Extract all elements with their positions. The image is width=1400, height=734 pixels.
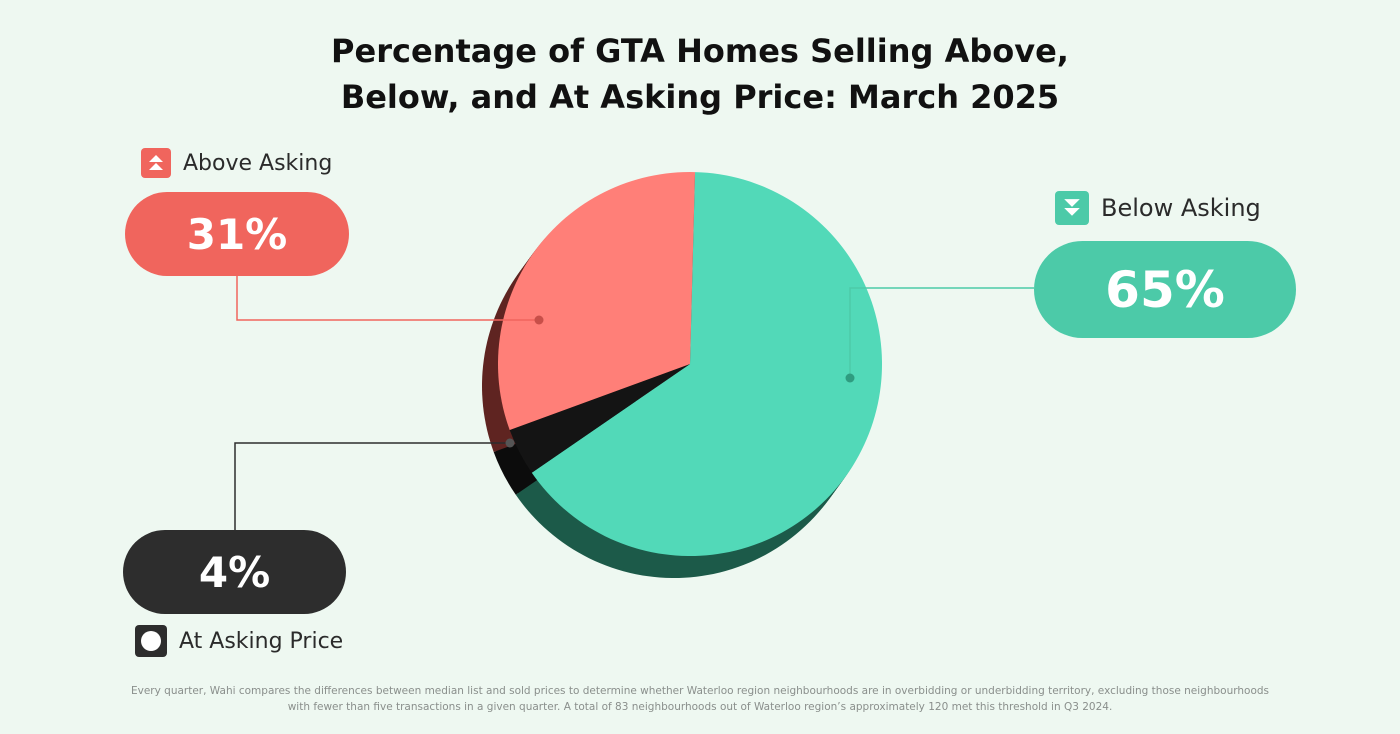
legend-below-asking: Below Asking [1055, 191, 1261, 225]
leader-dot-above-asking [534, 315, 544, 325]
at-asking-value: 4% [198, 547, 271, 597]
double-chevron-down-icon [1055, 191, 1089, 225]
below-asking-value-pill: 65% [1034, 241, 1296, 338]
footnote-line-1: Every quarter, Wahi compares the differe… [130, 685, 1270, 697]
above-asking-value-pill: 31% [125, 192, 349, 276]
footnote: Every quarter, Wahi compares the differe… [130, 683, 1270, 715]
legend-above-asking: Above Asking [141, 148, 332, 178]
pie-slice-at-asking-price [509, 364, 690, 473]
leader-line-below-asking [849, 287, 1034, 378]
footnote-line-2: with fewer than five transactions in a g… [287, 701, 1113, 713]
pie-slice-below-asking [531, 172, 883, 557]
chart-title-line-2: Below, and At Asking Price: March 2025 [340, 78, 1060, 116]
below-asking-value: 65% [1105, 260, 1225, 319]
legend-above-asking-label: Above Asking [183, 150, 333, 176]
above-asking-value: 31% [186, 209, 288, 259]
pie-slice-above-asking [497, 172, 696, 430]
circle-icon [135, 625, 167, 657]
chart-title-line-1: Percentage of GTA Homes Selling Above, [331, 32, 1069, 70]
double-chevron-up-icon [141, 148, 171, 178]
legend-below-asking-label: Below Asking [1101, 194, 1261, 222]
leader-line-at-asking [234, 442, 510, 530]
legend-at-asking-label: At Asking Price [179, 628, 344, 654]
at-asking-value-pill: 4% [123, 530, 346, 614]
leader-dot-at-asking [505, 438, 515, 448]
leader-dot-below-asking [845, 373, 855, 383]
leader-line-above-asking [236, 276, 539, 321]
chart-title: Percentage of GTA Homes Selling Above, B… [0, 28, 1400, 120]
pie-top-layer [497, 172, 883, 557]
legend-at-asking: At Asking Price [135, 625, 343, 657]
leader-lines [234, 276, 1034, 530]
